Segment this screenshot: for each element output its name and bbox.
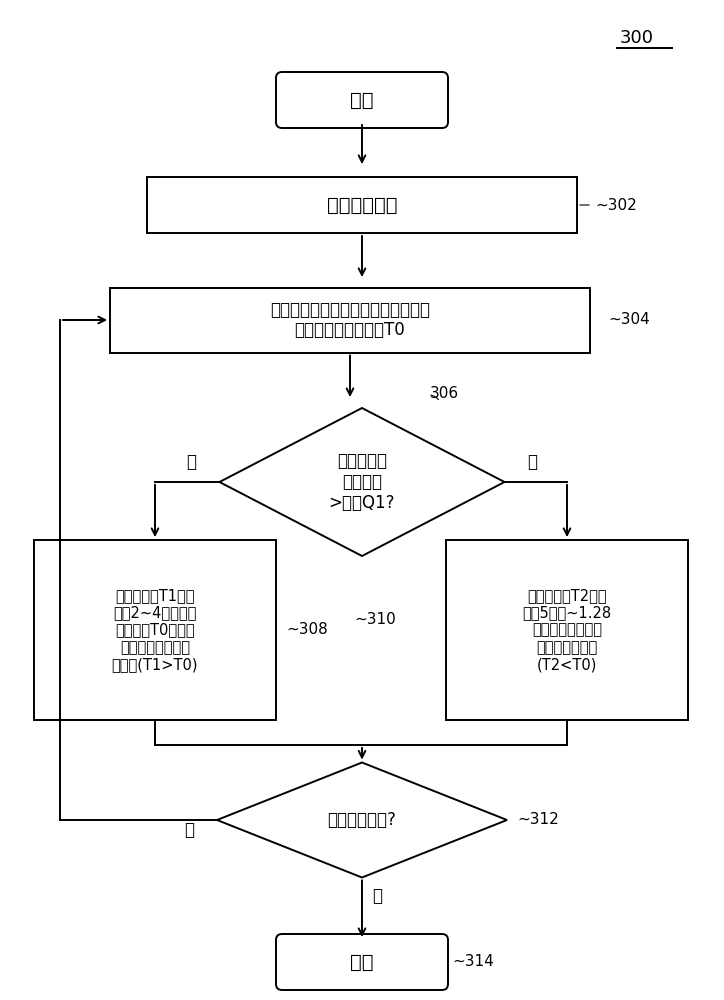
Bar (110, 288, 590, 353)
Text: 开始: 开始 (350, 91, 374, 109)
Text: ~304: ~304 (608, 312, 649, 328)
Text: 306: 306 (430, 385, 459, 400)
Text: ~314: ~314 (452, 954, 494, 970)
Text: 退出服务状态?: 退出服务状态? (327, 811, 397, 829)
Text: 是: 是 (187, 453, 196, 471)
Text: ~308: ~308 (286, 622, 328, 638)
Text: ~312: ~312 (517, 812, 559, 828)
Text: 以测量周期T1（例
如，2~4个非连续
接收周期T0）测量
异频频点的邻小区
的质量(T1>T0): 以测量周期T1（例 如，2~4个非连续 接收周期T0）测量 异频频点的邻小区 的… (111, 588, 198, 672)
Text: 以测量周期T2（例
如，5毫秒~1.28
秒）测量异频频点
的邻小区的质量
(T2<T0): 以测量周期T2（例 如，5毫秒~1.28 秒）测量异频频点 的邻小区的质量 (T… (523, 588, 612, 672)
Bar (147, 177, 577, 233)
Text: 取得服务小区的测量质量，测量周期
为一非连续接收周期T0: 取得服务小区的测量质量，测量周期 为一非连续接收周期T0 (270, 301, 430, 339)
Text: 是: 是 (372, 886, 382, 904)
Text: 300: 300 (620, 29, 654, 47)
FancyBboxPatch shape (276, 934, 448, 990)
Text: 否: 否 (528, 453, 537, 471)
Polygon shape (219, 408, 505, 556)
Text: ~302: ~302 (595, 198, 636, 213)
Text: 服务小区的
测量质量
>阈值Q1?: 服务小区的 测量质量 >阈值Q1? (329, 452, 395, 512)
Text: ~310: ~310 (354, 612, 396, 628)
Text: 否: 否 (184, 821, 194, 839)
Polygon shape (217, 762, 507, 878)
Text: 结束: 结束 (350, 952, 374, 972)
Text: 进入服务状态: 进入服务状态 (327, 196, 397, 215)
Bar (446, 540, 688, 720)
FancyBboxPatch shape (276, 72, 448, 128)
Bar (34, 540, 276, 720)
